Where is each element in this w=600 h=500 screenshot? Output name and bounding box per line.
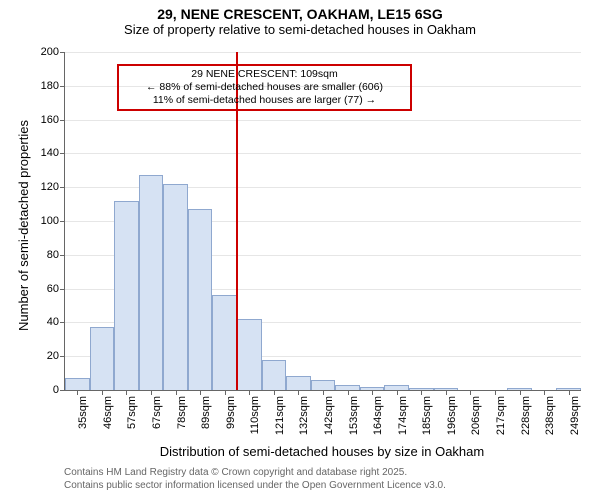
histogram-bar [262, 360, 287, 390]
xtick-label: 206sqm [470, 396, 482, 435]
xtick-label: 132sqm [298, 396, 310, 435]
ytick-label: 60 [47, 283, 59, 295]
xtick-mark [470, 390, 471, 395]
xtick-mark [323, 390, 324, 395]
ytick-label: 100 [41, 215, 59, 227]
xtick-mark [274, 390, 275, 395]
xtick-mark [348, 390, 349, 395]
ytick-mark [60, 187, 65, 188]
xtick-mark [77, 390, 78, 395]
ytick-mark [60, 356, 65, 357]
histogram-bar [114, 201, 139, 390]
ytick-label: 40 [47, 316, 59, 328]
histogram-bar [139, 175, 164, 390]
xtick-mark [200, 390, 201, 395]
xtick-label: 174sqm [397, 396, 409, 435]
histogram-bar [188, 209, 213, 390]
xtick-mark [569, 390, 570, 395]
chart-container: 29, NENE CRESCENT, OAKHAM, LE15 6SG Size… [0, 0, 600, 500]
xtick-mark [544, 390, 545, 395]
ytick-mark [60, 86, 65, 87]
xtick-mark [421, 390, 422, 395]
plot-area: 02040608010012014016018020035sqm46sqm57s… [64, 52, 581, 391]
xtick-mark [372, 390, 373, 395]
x-axis-label: Distribution of semi-detached houses by … [64, 444, 580, 459]
xtick-mark [102, 390, 103, 395]
ytick-label: 80 [47, 249, 59, 261]
xtick-label: 89sqm [200, 396, 212, 429]
histogram-bar [163, 184, 188, 390]
ytick-mark [60, 153, 65, 154]
xtick-label: 110sqm [249, 396, 261, 434]
ytick-mark [60, 289, 65, 290]
chart-subtitle: Size of property relative to semi-detach… [0, 22, 600, 41]
xtick-label: 164sqm [372, 396, 384, 435]
ytick-mark [60, 255, 65, 256]
footnote-line-2: Contains public sector information licen… [64, 479, 446, 492]
xtick-label: 57sqm [126, 396, 138, 429]
ytick-mark [60, 120, 65, 121]
histogram-bar [212, 295, 237, 390]
xtick-label: 121sqm [274, 396, 286, 435]
xtick-label: 185sqm [421, 396, 433, 435]
xtick-mark [446, 390, 447, 395]
histogram-bar [90, 327, 115, 390]
ytick-label: 140 [41, 147, 59, 159]
ytick-label: 0 [53, 384, 59, 396]
histogram-bar [237, 319, 262, 390]
xtick-label: 238sqm [544, 396, 556, 435]
y-axis-label: Number of semi-detached properties [16, 120, 31, 331]
xtick-mark [495, 390, 496, 395]
ytick-mark [60, 52, 65, 53]
chart-title: 29, NENE CRESCENT, OAKHAM, LE15 6SG [0, 0, 600, 22]
ytick-mark [60, 322, 65, 323]
gridline [65, 120, 581, 121]
annotation-line: ← 88% of semi-detached houses are smalle… [123, 81, 407, 94]
histogram-bar [286, 376, 311, 390]
xtick-mark [176, 390, 177, 395]
xtick-label: 35sqm [77, 396, 89, 429]
xtick-label: 196sqm [446, 396, 458, 435]
xtick-label: 67sqm [151, 396, 163, 429]
annotation-line: 11% of semi-detached houses are larger (… [123, 94, 407, 107]
gridline [65, 52, 581, 53]
xtick-mark [225, 390, 226, 395]
xtick-label: 228sqm [520, 396, 532, 435]
gridline [65, 153, 581, 154]
xtick-label: 153sqm [348, 396, 360, 435]
xtick-mark [126, 390, 127, 395]
xtick-mark [151, 390, 152, 395]
annotation-line: 29 NENE CRESCENT: 109sqm [123, 68, 407, 81]
footnote: Contains HM Land Registry data © Crown c… [64, 466, 446, 492]
xtick-label: 99sqm [225, 396, 237, 429]
ytick-label: 180 [41, 80, 59, 92]
ytick-label: 160 [41, 114, 59, 126]
ytick-mark [60, 221, 65, 222]
xtick-label: 142sqm [323, 396, 335, 435]
xtick-label: 46sqm [102, 396, 114, 429]
xtick-mark [298, 390, 299, 395]
histogram-bar [311, 380, 336, 390]
xtick-label: 249sqm [569, 396, 581, 435]
annotation-box: 29 NENE CRESCENT: 109sqm← 88% of semi-de… [117, 64, 413, 111]
histogram-bar [65, 378, 90, 390]
ytick-label: 120 [41, 181, 59, 193]
xtick-label: 217sqm [495, 396, 507, 435]
ytick-mark [60, 390, 65, 391]
xtick-mark [249, 390, 250, 395]
ytick-label: 200 [41, 46, 59, 58]
xtick-mark [397, 390, 398, 395]
footnote-line-1: Contains HM Land Registry data © Crown c… [64, 466, 446, 479]
ytick-label: 20 [47, 350, 59, 362]
xtick-mark [520, 390, 521, 395]
xtick-label: 78sqm [176, 396, 188, 429]
